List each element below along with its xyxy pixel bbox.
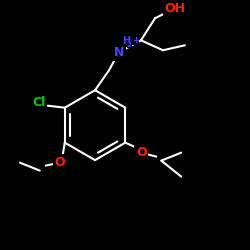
Text: H: H [122,36,130,46]
Text: O: O [54,156,65,169]
Text: 2: 2 [127,42,132,48]
Text: OH: OH [164,2,186,15]
Text: Cl: Cl [32,96,46,109]
Text: +: + [132,36,139,45]
Text: N: N [114,46,124,59]
Text: O: O [136,146,146,159]
